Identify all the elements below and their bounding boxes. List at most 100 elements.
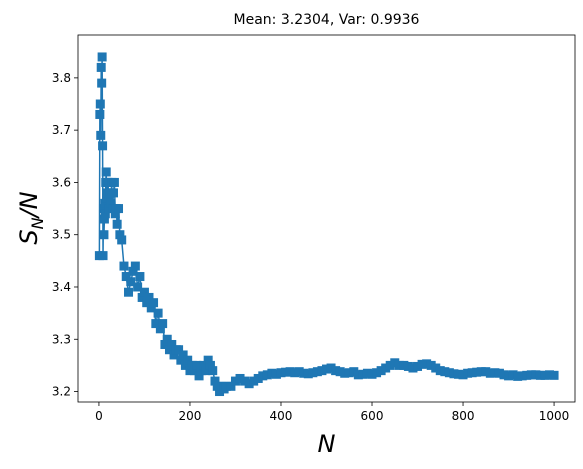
data-point [449, 369, 459, 379]
axes-frame [77, 34, 576, 403]
data-point [476, 367, 486, 377]
data-point [190, 366, 200, 376]
data-point [244, 379, 254, 389]
data-point [180, 360, 190, 370]
data-point [472, 367, 482, 377]
y-axis-label: SN/N [15, 191, 47, 244]
data-point [185, 366, 195, 376]
data-point [235, 373, 245, 383]
data-point [267, 368, 277, 378]
data-point [545, 370, 555, 380]
data-point [290, 368, 300, 378]
x-axis-label: N [318, 430, 336, 458]
data-point [322, 364, 331, 374]
data-point [124, 287, 134, 297]
data-point [164, 345, 174, 355]
data-point [531, 370, 541, 380]
data-point [151, 319, 161, 329]
data-point [176, 355, 186, 365]
data-point [249, 376, 259, 386]
y-tick-label: 3.4 [52, 280, 71, 294]
data-point [467, 368, 477, 378]
data-point [133, 282, 143, 292]
data-point [372, 368, 382, 378]
data-point [126, 277, 136, 287]
data-point [312, 367, 322, 377]
data-point [208, 366, 218, 376]
data-point [417, 359, 427, 369]
data-point [490, 368, 500, 378]
x-tick-label: 400 [270, 409, 293, 423]
data-point [135, 272, 145, 282]
data-point [494, 368, 504, 378]
data-point [413, 361, 423, 371]
data-point [399, 360, 409, 370]
data-point [276, 368, 286, 378]
data-point [203, 355, 213, 365]
data-point [403, 361, 413, 371]
x-tick-label: 800 [452, 409, 475, 423]
data-point [294, 367, 304, 377]
data-point [463, 368, 473, 378]
data-point [199, 360, 209, 370]
x-tick-label: 600 [361, 409, 384, 423]
data-point [408, 363, 418, 373]
data-point [99, 214, 109, 224]
data-point [183, 355, 193, 365]
data-point [114, 204, 124, 214]
data-point [453, 369, 463, 379]
x-tick-label: 0 [95, 409, 103, 423]
data-point [262, 370, 272, 380]
data-point [326, 363, 336, 373]
data-point [458, 370, 468, 380]
data-point [167, 339, 177, 349]
data-point [535, 370, 545, 380]
data-point [549, 370, 559, 380]
data-point [299, 368, 309, 378]
chart-title: Mean: 3.2304, Var: 0.9936 [234, 12, 420, 28]
y-tick-label: 3.2 [52, 385, 71, 399]
data-point [221, 381, 231, 391]
data-point [426, 360, 436, 370]
data-point [385, 360, 395, 370]
data-point [169, 350, 179, 360]
data-point [110, 209, 120, 219]
ticks-layer: 0 200 400 600 800 1000 3.2 3.3 3.4 3.5 3.6 3.7 3.8 [52, 71, 569, 423]
data-point [98, 204, 108, 214]
data-point [158, 319, 168, 329]
data-point [215, 387, 225, 397]
data-point [210, 376, 220, 386]
data-point [128, 266, 138, 276]
data-point [376, 366, 386, 376]
data-point [285, 367, 295, 377]
y-axis-label-main: S [15, 229, 43, 244]
data-point [153, 308, 163, 318]
data-point [160, 339, 170, 349]
data-point [119, 261, 129, 271]
y-tick-label: 3.8 [52, 71, 71, 85]
data-point [335, 367, 345, 377]
data-point [431, 363, 441, 373]
y-tick-label: 3.6 [52, 175, 71, 189]
data-point [106, 198, 116, 208]
data-point [390, 358, 400, 368]
data-point [367, 369, 377, 379]
data-point [201, 366, 211, 376]
x-tick-label: 1000 [539, 409, 570, 423]
data-point [353, 370, 363, 380]
data-point [499, 370, 509, 380]
data-point [112, 219, 122, 229]
y-tick-label: 3.5 [52, 228, 71, 242]
data-point [513, 371, 523, 381]
data-point [331, 366, 341, 376]
y-axis-label-tail: /N [15, 191, 43, 219]
data-point [394, 360, 404, 370]
data-point [109, 188, 118, 198]
data-point [212, 381, 222, 391]
data-point [344, 368, 354, 378]
data-point [102, 193, 112, 203]
data-point [240, 376, 250, 386]
data-point [146, 303, 156, 313]
